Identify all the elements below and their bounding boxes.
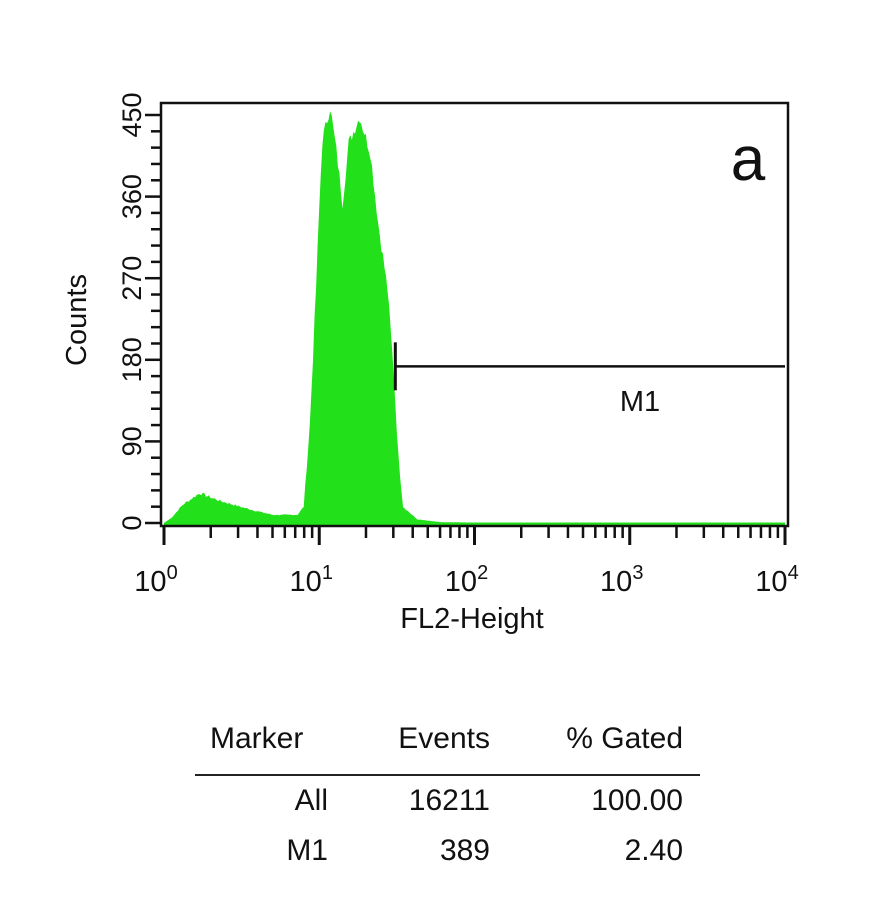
histogram-area — [164, 111, 785, 523]
y-tick-label: 450 — [117, 92, 147, 137]
x-tick-label: 100 — [134, 562, 177, 598]
marker-label: M1 — [620, 386, 660, 418]
x-tick-label: 102 — [445, 562, 488, 598]
axis-ticks — [145, 113, 787, 545]
table-row: All 16211 100.00 — [195, 784, 700, 834]
header-events: Events — [398, 722, 490, 755]
cell-marker: All — [294, 784, 328, 817]
y-tick-label: 90 — [117, 426, 147, 456]
header-gated: % Gated — [566, 722, 683, 755]
y-tick-label: 360 — [117, 174, 147, 219]
cell-marker: M1 — [286, 834, 328, 867]
cell-events: 16211 — [408, 784, 490, 817]
y-tick-label: 270 — [117, 256, 147, 301]
x-axis-label: FL2-Height — [400, 603, 543, 635]
table-row: M1 389 2.40 — [195, 834, 700, 884]
cell-gated: 2.40 — [624, 834, 683, 867]
marker-m1: M1 — [393, 342, 785, 418]
x-tick-label: 103 — [600, 562, 643, 598]
y-tick-label: 0 — [117, 515, 147, 530]
panel-label: a — [731, 125, 766, 194]
histogram-fill — [164, 111, 785, 526]
cell-events: 389 — [439, 834, 490, 867]
y-axis-label: Counts — [61, 274, 93, 366]
table-header: Marker Events % Gated — [195, 722, 700, 772]
x-tick-label: 101 — [290, 562, 333, 598]
x-tick-label: 104 — [755, 562, 798, 598]
plot-frame — [159, 101, 790, 528]
table-divider — [195, 774, 700, 776]
marker-statistics-table: Marker Events % Gated All 16211 100.00 M… — [195, 722, 700, 884]
y-tick-label: 180 — [117, 337, 147, 382]
header-marker: Marker — [210, 722, 304, 755]
cell-gated: 100.00 — [591, 784, 683, 817]
